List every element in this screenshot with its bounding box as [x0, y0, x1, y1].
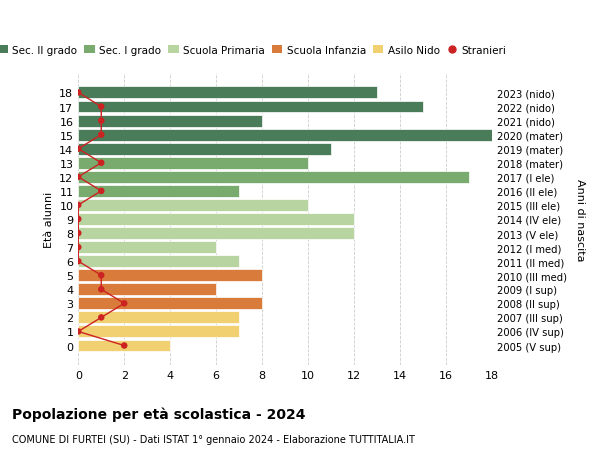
- Y-axis label: Anni di nascita: Anni di nascita: [575, 179, 585, 261]
- Bar: [78, 256, 239, 268]
- Point: [73, 202, 83, 209]
- Point: [97, 314, 106, 321]
- Point: [119, 342, 129, 349]
- Bar: [78, 228, 354, 240]
- Point: [73, 244, 83, 251]
- Point: [73, 216, 83, 223]
- Point: [73, 146, 83, 153]
- Point: [97, 160, 106, 167]
- Point: [97, 188, 106, 195]
- Bar: [78, 213, 354, 225]
- Bar: [78, 129, 492, 141]
- Point: [119, 300, 129, 308]
- Text: Popolazione per età scolastica - 2024: Popolazione per età scolastica - 2024: [12, 406, 305, 421]
- Bar: [78, 185, 239, 197]
- Point: [97, 104, 106, 111]
- Bar: [78, 312, 239, 324]
- Bar: [78, 143, 331, 155]
- Bar: [78, 101, 423, 113]
- Point: [97, 286, 106, 293]
- Legend: Sec. II grado, Sec. I grado, Scuola Primaria, Scuola Infanzia, Asilo Nido, Stran: Sec. II grado, Sec. I grado, Scuola Prim…: [0, 41, 511, 60]
- Point: [73, 258, 83, 265]
- Bar: [78, 340, 170, 352]
- Bar: [78, 326, 239, 338]
- Y-axis label: Età alunni: Età alunni: [44, 191, 54, 247]
- Bar: [78, 298, 262, 310]
- Point: [73, 328, 83, 336]
- Point: [73, 90, 83, 97]
- Point: [97, 272, 106, 279]
- Bar: [78, 200, 308, 212]
- Point: [73, 174, 83, 181]
- Point: [97, 132, 106, 139]
- Point: [97, 118, 106, 125]
- Bar: [78, 157, 308, 169]
- Bar: [78, 269, 262, 281]
- Text: COMUNE DI FURTEI (SU) - Dati ISTAT 1° gennaio 2024 - Elaborazione TUTTITALIA.IT: COMUNE DI FURTEI (SU) - Dati ISTAT 1° ge…: [12, 434, 415, 444]
- Point: [73, 230, 83, 237]
- Bar: [78, 115, 262, 127]
- Bar: [78, 87, 377, 99]
- Bar: [78, 284, 216, 296]
- Bar: [78, 241, 216, 253]
- Bar: [78, 172, 469, 184]
